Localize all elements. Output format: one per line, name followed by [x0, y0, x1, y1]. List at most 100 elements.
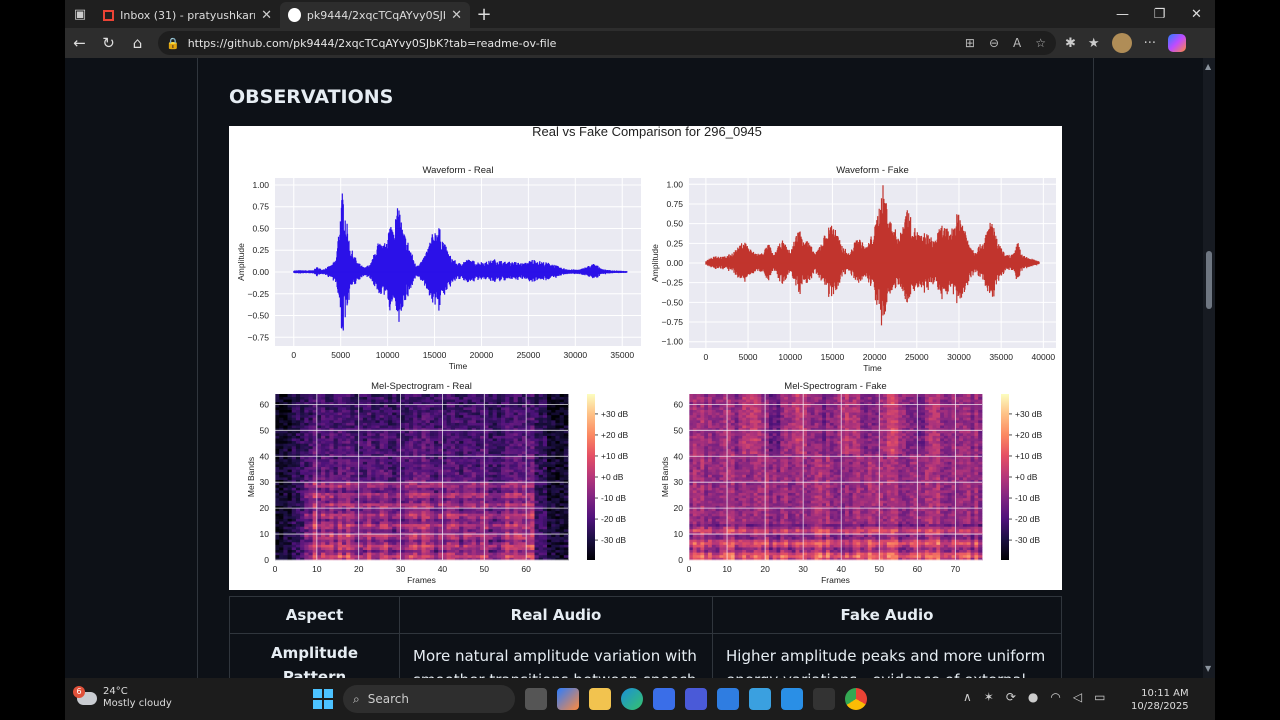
spectrogram-cell — [692, 474, 698, 478]
spectrogram-cell — [501, 443, 506, 447]
spectrogram-cell — [708, 539, 713, 543]
spectrogram-cell — [517, 414, 523, 418]
spectrogram-cell — [304, 518, 309, 522]
spectrogram-cell — [689, 425, 694, 429]
spectrogram-cell — [358, 401, 364, 405]
spectrogram-cell — [308, 417, 314, 421]
more-icon[interactable]: ··· — [1143, 35, 1156, 51]
x-tick-label: 0 — [704, 352, 709, 362]
spectrogram-cell — [383, 523, 389, 527]
spectrogram-cell — [325, 528, 330, 532]
spectrogram-cell — [438, 489, 443, 493]
home-icon[interactable]: ⌂ — [132, 34, 143, 52]
spectrogram-cell — [304, 401, 309, 405]
spectrogram-cell — [354, 528, 360, 532]
spectrogram-cell — [287, 432, 293, 436]
spectrogram-cell — [534, 401, 540, 405]
spectrogram-cell — [696, 539, 701, 543]
spectrogram-cell — [421, 528, 427, 532]
close-window-icon[interactable]: ✕ — [1191, 6, 1202, 22]
spectrogram-cell — [496, 430, 502, 434]
avatar[interactable] — [1111, 33, 1132, 53]
colorbar-label: -10 dB — [601, 493, 626, 503]
spectrogram-cell — [362, 521, 368, 525]
spectrogram-cell — [354, 445, 360, 449]
close-icon[interactable]: ✕ — [451, 7, 462, 23]
spectrogram-cell — [346, 471, 351, 475]
spectrogram-cell — [438, 466, 443, 470]
spectrogram-cell — [463, 489, 468, 493]
favorites-icon[interactable]: ★ — [1087, 35, 1100, 51]
comparison-figure: Real vs Fake Comparison for 296_0945 0 50… — [229, 124, 1062, 590]
split-screen-icon[interactable]: ⊞ — [964, 36, 975, 50]
spectrogram-cell — [388, 539, 393, 543]
spectrogram-cell — [287, 552, 293, 556]
spectrogram-cell — [308, 541, 314, 545]
spectrogram-cell — [505, 505, 510, 509]
spectrogram-cell — [454, 417, 460, 421]
spectrogram-cell — [496, 404, 502, 408]
spectrogram-cell — [459, 419, 464, 423]
extensions-icon[interactable]: ✱ — [1065, 35, 1076, 51]
spectrogram-cell — [459, 528, 464, 532]
close-icon[interactable]: ✕ — [261, 7, 272, 23]
address-bar[interactable]: 🔒 https://github.com/pk9444/2xqcTCqAYvy0… — [158, 31, 1056, 55]
spectrogram-cell — [526, 523, 531, 527]
spectrogram-cell — [471, 479, 477, 483]
tab-github[interactable]: pk9444/2xqcTCqAYvy0SJbK ✕ — [280, 2, 470, 28]
spectrogram-cell — [375, 477, 381, 480]
spectrogram-cell — [417, 549, 422, 553]
spectrogram-cell — [283, 554, 288, 558]
spectrogram-cell — [521, 526, 527, 530]
spectrogram-cell — [475, 401, 481, 405]
spectrogram-cell — [696, 554, 701, 558]
spectrogram-cell — [509, 466, 514, 470]
spectrogram-cell — [551, 552, 556, 556]
spectrogram-cell — [383, 448, 389, 452]
copilot-icon[interactable] — [1167, 34, 1186, 52]
spectrogram-cell — [396, 515, 401, 519]
spectrogram-cell — [704, 484, 709, 488]
spectrogram-cell — [316, 451, 322, 455]
spectrogram-cell — [379, 513, 385, 517]
restore-icon[interactable]: ❐ — [1153, 6, 1166, 22]
tab-inbox[interactable]: Inbox (31) - pratyushkarna18@gm ✕ — [95, 2, 280, 28]
minimize-icon[interactable]: — — [1116, 6, 1129, 22]
spectrogram-cell — [367, 456, 372, 460]
new-tab-button[interactable]: + — [476, 3, 492, 25]
spectrogram-cell — [538, 456, 544, 460]
spectrogram-cell — [521, 557, 527, 561]
y-tick-label: −0.25 — [247, 289, 269, 299]
spectrogram-cell — [312, 515, 318, 519]
spectrogram-cell — [375, 419, 381, 423]
refresh-icon[interactable]: ↻ — [102, 34, 115, 52]
spectrogram-cell — [438, 435, 443, 439]
spectrogram-cell — [321, 474, 326, 478]
zoom-icon[interactable]: ⊖ — [988, 36, 1000, 50]
spectrogram-cell — [467, 453, 473, 457]
spectrogram-cell — [471, 541, 477, 545]
favorite-icon[interactable]: ☆ — [1035, 36, 1046, 50]
spectrogram-cell — [704, 404, 709, 408]
spectrogram-cell — [542, 427, 548, 431]
spectrogram-cell — [696, 417, 701, 421]
spectrogram-cell — [346, 484, 351, 488]
spectrogram-cell — [492, 464, 498, 468]
spectrogram-cell — [530, 513, 535, 517]
spectrogram-cell — [371, 528, 376, 532]
spectrogram-cell — [488, 412, 494, 416]
spectrogram-cell — [534, 557, 540, 561]
spectrogram-cell — [700, 479, 705, 483]
x-tick-label: 25000 — [905, 352, 929, 362]
spectrogram-cell — [505, 492, 510, 496]
tab-actions-icon[interactable]: ▣ — [73, 6, 87, 22]
x-tick-label: 40000 — [1032, 352, 1056, 362]
read-aloud-icon[interactable]: A — [1013, 36, 1022, 50]
spectrogram-cell — [337, 401, 343, 405]
spectrogram-cell — [287, 430, 293, 434]
spectrogram-cell — [484, 399, 489, 403]
spectrogram-cell — [501, 409, 506, 413]
spectrogram-cell — [689, 394, 694, 397]
back-icon[interactable]: ← — [73, 34, 86, 52]
spectrogram-cell — [689, 417, 694, 421]
